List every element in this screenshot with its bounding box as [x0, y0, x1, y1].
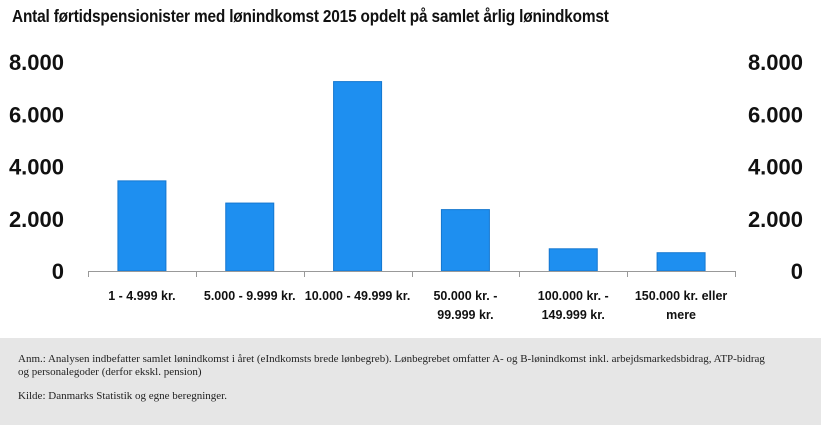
bar-2 — [225, 202, 275, 272]
bar-chart: 0 2.000 4.000 6.000 8.000 0 2.000 4.000 6.000 8.… — [9, 50, 803, 322]
y-tick-label-right: 8.000 — [748, 50, 803, 75]
bar-6 — [656, 252, 706, 272]
footer-panel: Anm.: Analysen indbefatter samlet lønind… — [0, 338, 821, 425]
bars-group — [117, 81, 706, 272]
x-tick-label: 10.000 - 49.999 kr. — [305, 289, 411, 303]
x-tick-label: 5.000 - 9.999 kr. — [204, 289, 296, 303]
x-tick-label: 150.000 kr. eller — [635, 289, 728, 303]
source-note: Kilde: Danmarks Statistik og egne beregn… — [18, 390, 227, 402]
y-tick-label-left: 4.000 — [9, 155, 64, 180]
y-axis-right-labels: 0 2.000 4.000 6.000 8.000 — [748, 50, 803, 284]
footnote: Anm.: Analysen indbefatter samlet lønind… — [18, 353, 765, 378]
x-tick-label: 1 - 4.999 kr. — [108, 289, 175, 303]
y-tick-label-right: 0 — [791, 259, 803, 284]
y-axis-left-labels: 0 2.000 4.000 6.000 8.000 — [9, 50, 64, 284]
chart-title: Antal førtidspensionister med lønindkoms… — [12, 6, 609, 26]
x-tick-marks — [88, 271, 736, 277]
x-tick-label: 99.999 kr. — [437, 308, 493, 322]
x-tick-label: 149.999 kr. — [542, 308, 605, 322]
x-tick-label: mere — [666, 308, 696, 322]
bar-4 — [440, 209, 490, 272]
y-tick-label-right: 6.000 — [748, 102, 803, 127]
x-tick-label: 100.000 kr. - — [538, 289, 609, 303]
bar-5 — [548, 248, 598, 272]
x-axis-labels: 1 - 4.999 kr. 5.000 - 9.999 kr. 10.000 - 4… — [108, 289, 727, 322]
bar-3 — [333, 81, 383, 272]
y-tick-label-right: 4.000 — [748, 155, 803, 180]
x-tick-label: 50.000 kr. - — [433, 289, 497, 303]
y-tick-label-right: 2.000 — [748, 207, 803, 232]
y-tick-label-left: 2.000 — [9, 207, 64, 232]
y-tick-label-left: 6.000 — [9, 102, 64, 127]
y-tick-label-left: 0 — [52, 259, 64, 284]
bar-1 — [117, 180, 167, 272]
y-tick-label-left: 8.000 — [9, 50, 64, 75]
